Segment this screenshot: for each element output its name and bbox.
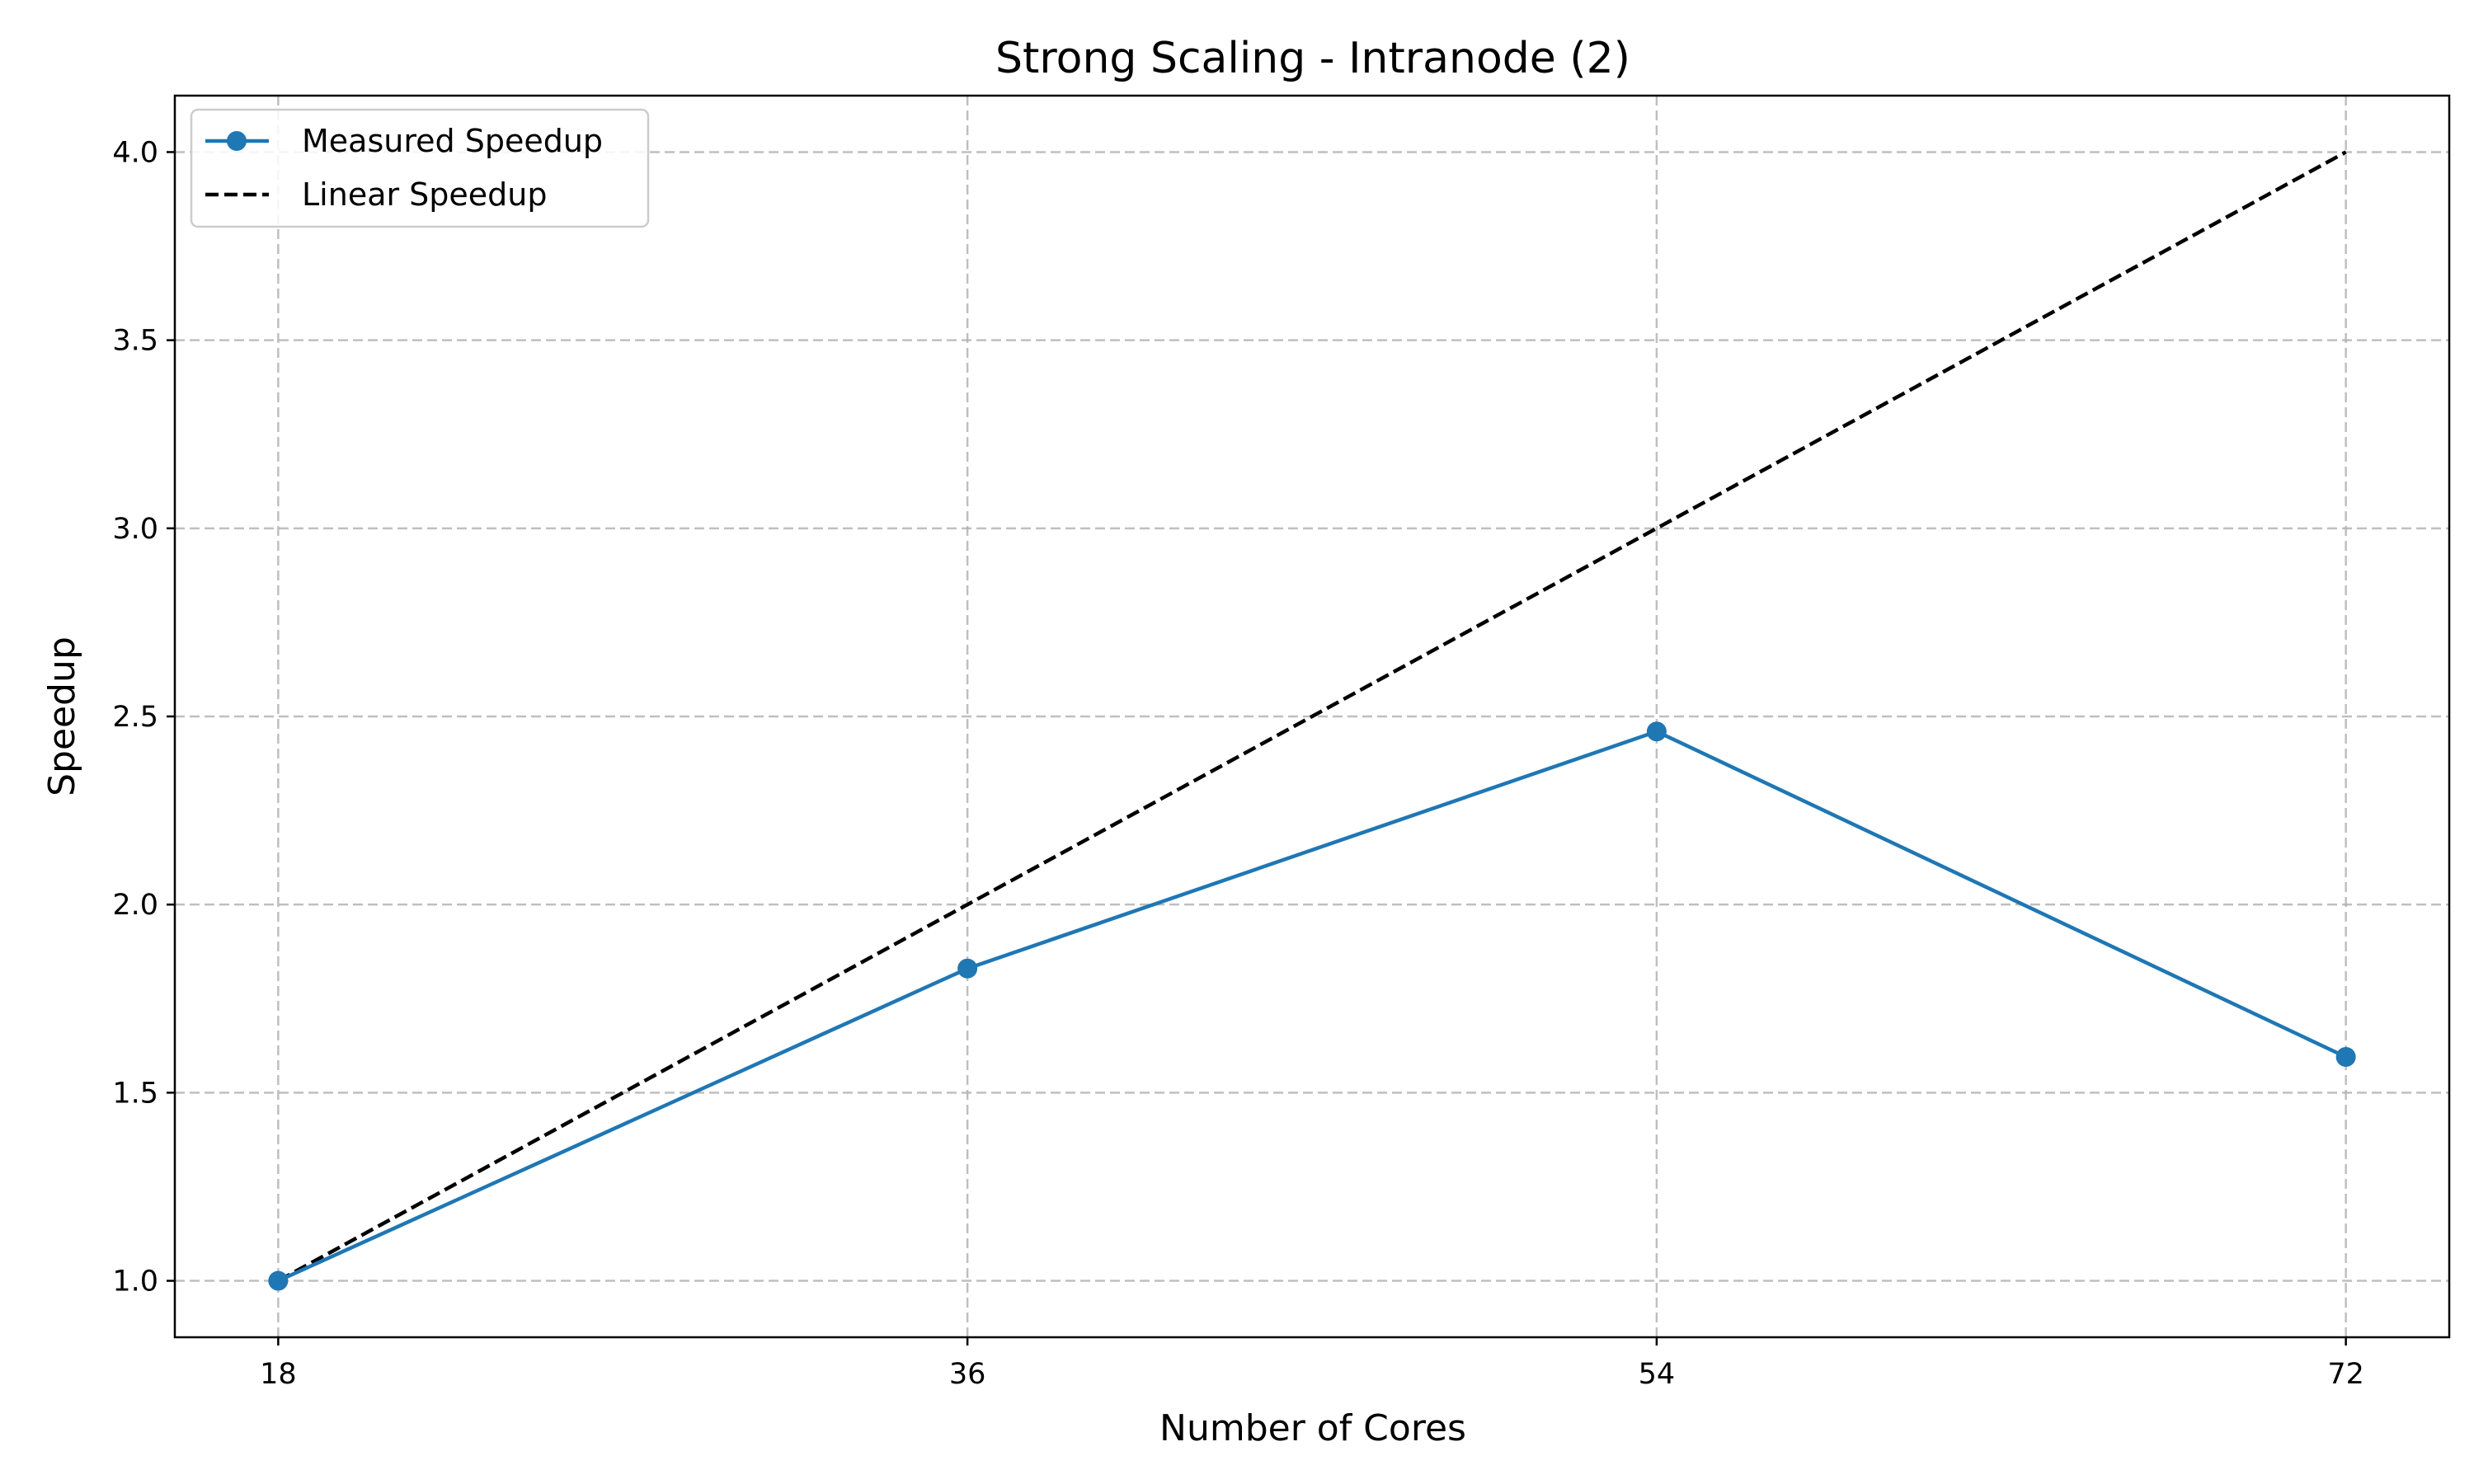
series-line-measured — [277, 730, 2347, 1283]
y-axis: 1.0 1.5 2.0 2.5 3.0 3.5 4.0 — [112, 136, 175, 1298]
y-tick-label: 3.0 — [112, 513, 158, 546]
y-tick-label: 2.0 — [112, 889, 158, 922]
legend-box — [190, 108, 650, 228]
y-axis-label: Speedup — [41, 636, 83, 796]
x-axis: 18 36 54 72 — [260, 1337, 2364, 1391]
y-tick-label: 3.5 — [112, 325, 158, 358]
legend-label-linear: Linear Speedup — [302, 176, 548, 213]
x-tick-label: 54 — [1639, 1358, 1676, 1391]
data-point-measured — [2335, 1047, 2356, 1068]
x-tick-label: 18 — [260, 1358, 297, 1391]
y-tick-label: 2.5 — [112, 701, 158, 734]
x-tick-label: 36 — [949, 1358, 986, 1391]
x-axis-label: Number of Cores — [1159, 1407, 1466, 1449]
legend-label-measured: Measured Speedup — [302, 123, 603, 159]
chart-title: Strong Scaling - Intranode (2) — [995, 34, 1630, 83]
x-tick-label: 72 — [2327, 1358, 2364, 1391]
y-tick-label: 1.5 — [112, 1077, 158, 1110]
y-tick-label: 1.0 — [112, 1266, 158, 1298]
data-point-measured — [957, 958, 978, 979]
y-tick-label: 4.0 — [112, 136, 158, 169]
series-layer — [268, 150, 2356, 1291]
legend: Measured Speedup Linear Speedup — [190, 108, 650, 228]
legend-marker-measured — [227, 131, 247, 151]
data-point-measured — [268, 1270, 289, 1291]
data-point-measured — [1646, 721, 1667, 742]
series-line-linear — [277, 150, 2347, 1283]
